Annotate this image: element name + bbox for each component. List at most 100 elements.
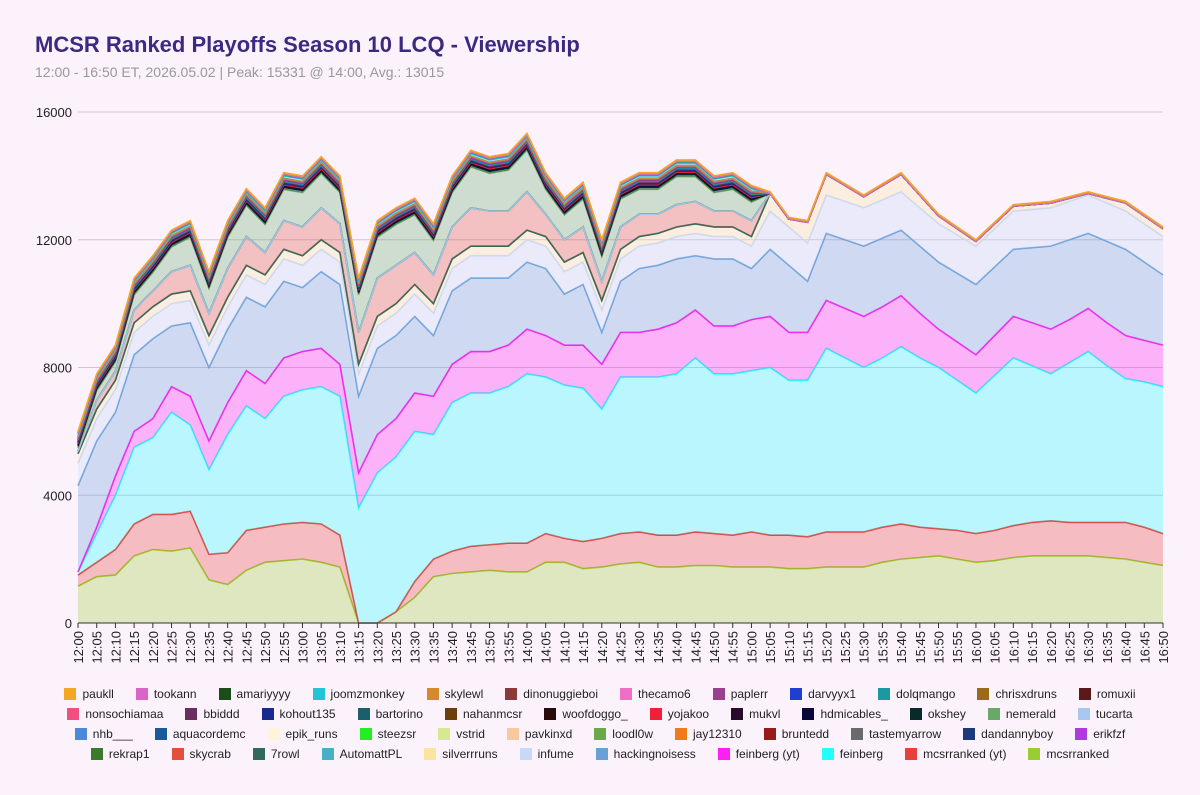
legend-item: thecamo6 — [620, 686, 691, 702]
legend-item: chrisxdruns — [977, 686, 1057, 702]
legend-swatch — [424, 748, 437, 760]
y-tick-label: 4000 — [43, 488, 72, 503]
legend-swatch — [802, 708, 815, 720]
legend-label: epik_runs — [285, 727, 338, 741]
x-tick-label: 16:30 — [1081, 631, 1096, 664]
y-tick-label: 16000 — [36, 105, 72, 120]
x-tick-label: 15:35 — [875, 631, 890, 664]
y-tick-label: 12000 — [36, 233, 72, 248]
legend-label: joomzmonkey — [330, 687, 405, 701]
legend-label: kohout135 — [279, 707, 336, 721]
legend-item: dandannyboy — [963, 726, 1053, 742]
x-tick-label: 13:15 — [352, 631, 367, 664]
legend-label: romuxii — [1096, 687, 1136, 701]
x-tick-label: 12:50 — [258, 631, 273, 664]
legend-swatch — [312, 688, 325, 700]
x-tick-label: 14:40 — [670, 631, 685, 664]
x-tick-label: 12:00 — [71, 631, 86, 664]
x-tick-label: 16:15 — [1025, 631, 1040, 664]
legend-swatch — [74, 728, 87, 740]
legend-label: woofdoggo_ — [562, 707, 628, 721]
legend-item: joomzmonkey — [312, 686, 405, 702]
axes: 0 4000 8000 12000 16000 12:00 12:05 12:10 12:15 1… — [36, 105, 1171, 664]
area-line — [77, 345, 1164, 573]
x-tick-label: 15:05 — [763, 631, 778, 664]
legend-item: nahanmcsr — [444, 706, 522, 722]
legend-item: tastemyarrow — [851, 726, 941, 742]
legend-item: paplerr — [712, 686, 768, 702]
legend-swatch — [67, 708, 80, 720]
x-tick-label: 13:00 — [295, 631, 310, 664]
legend-label: pavkinxd — [524, 727, 573, 741]
legend-item: dolqmango — [878, 686, 955, 702]
legend-item: woofdoggo_ — [544, 706, 628, 722]
legend-label: hackingnoisess — [613, 747, 696, 761]
x-tick-label: 15:15 — [801, 631, 816, 664]
legend-swatch — [620, 688, 632, 700]
x-tick-label: 13:30 — [408, 631, 423, 664]
legend-label: silverrruns — [442, 747, 498, 761]
area-fill — [78, 174, 1163, 464]
legend-item: vstrid — [438, 726, 485, 742]
legend-swatch — [185, 708, 198, 720]
legend-label: nonsochiamaa — [85, 707, 164, 721]
chart-subtitle: 12:00 - 16:50 ET, 2026.05.02 | Peak: 153… — [35, 64, 444, 80]
legend-item: nhb___ — [74, 726, 133, 742]
legend-label: nemerald — [1005, 707, 1056, 721]
legend-swatch — [359, 728, 372, 740]
legend-item: feinberg — [821, 746, 884, 762]
x-tick-label: 12:15 — [127, 631, 142, 664]
legend-swatch — [438, 728, 451, 740]
x-tick-label: 15:50 — [932, 631, 947, 664]
legend-label: aquacordemc — [172, 727, 246, 741]
x-tick-label: 14:10 — [557, 631, 572, 664]
legend-item: skylewl — [426, 686, 483, 702]
legend-item: skycrab — [171, 746, 231, 762]
x-tick-label: 14:05 — [539, 631, 554, 664]
legend-label: erikfzf — [1093, 727, 1126, 741]
legend-label: vstrid — [456, 727, 485, 741]
legend-item: feinberg (yt) — [717, 746, 800, 762]
area-fill — [78, 149, 1163, 452]
legend-label: hdmicables_ — [820, 707, 888, 721]
legend-item: erikfzf — [1075, 726, 1125, 742]
legend-label: feinberg — [839, 747, 884, 761]
legend-swatch — [252, 748, 265, 760]
legend-label: dolqmango — [896, 687, 956, 701]
legend-item: tucarta — [1077, 706, 1133, 722]
area-line — [77, 131, 1164, 432]
legend-swatch — [675, 728, 687, 740]
x-tick-label: 13:05 — [314, 631, 329, 664]
legend-label: skycrab — [189, 747, 231, 761]
legend-label: bruntedd — [781, 727, 830, 741]
legend-item: bartorino — [357, 706, 423, 722]
legend-label: bbiddd — [203, 707, 240, 721]
legend-swatch — [135, 688, 148, 700]
legend-swatch — [321, 748, 334, 760]
area-fill — [78, 174, 1163, 454]
legend-item: nemerald — [987, 706, 1056, 722]
x-tick-label: 14:50 — [707, 631, 722, 664]
legend-swatch — [506, 728, 519, 740]
x-tick-label: 16:25 — [1062, 631, 1077, 664]
y-tick-label: 8000 — [43, 361, 72, 376]
legend-swatch — [1075, 728, 1088, 740]
legend-item: hdmicables_ — [802, 706, 888, 722]
legend-swatch — [963, 728, 976, 740]
legend-item: mcsrranked (yt) — [905, 746, 1006, 762]
legend-item: dinonuggieboi — [505, 686, 598, 702]
legend-label: tastemyarrow — [869, 727, 942, 741]
x-tick-label: 14:20 — [595, 631, 610, 664]
x-tick-label: 15:00 — [744, 631, 759, 664]
legend-label: mcsrranked (yt) — [923, 747, 1007, 761]
legend-item: pavkinxd — [506, 726, 573, 742]
legend-swatch — [1028, 748, 1041, 760]
x-tick-label: 13:10 — [333, 631, 348, 664]
x-tick-label: 15:45 — [913, 631, 928, 664]
x-tick-label: 12:25 — [165, 631, 180, 664]
chart-title: MCSR Ranked Playoffs Season 10 LCQ - Vie… — [35, 32, 580, 57]
legend-item: loodl0w — [594, 726, 653, 742]
legend-item: 7rowl — [252, 746, 300, 762]
legend: paukll tookann amariyyyy joomzmonkey skylewl… — [40, 686, 1160, 762]
